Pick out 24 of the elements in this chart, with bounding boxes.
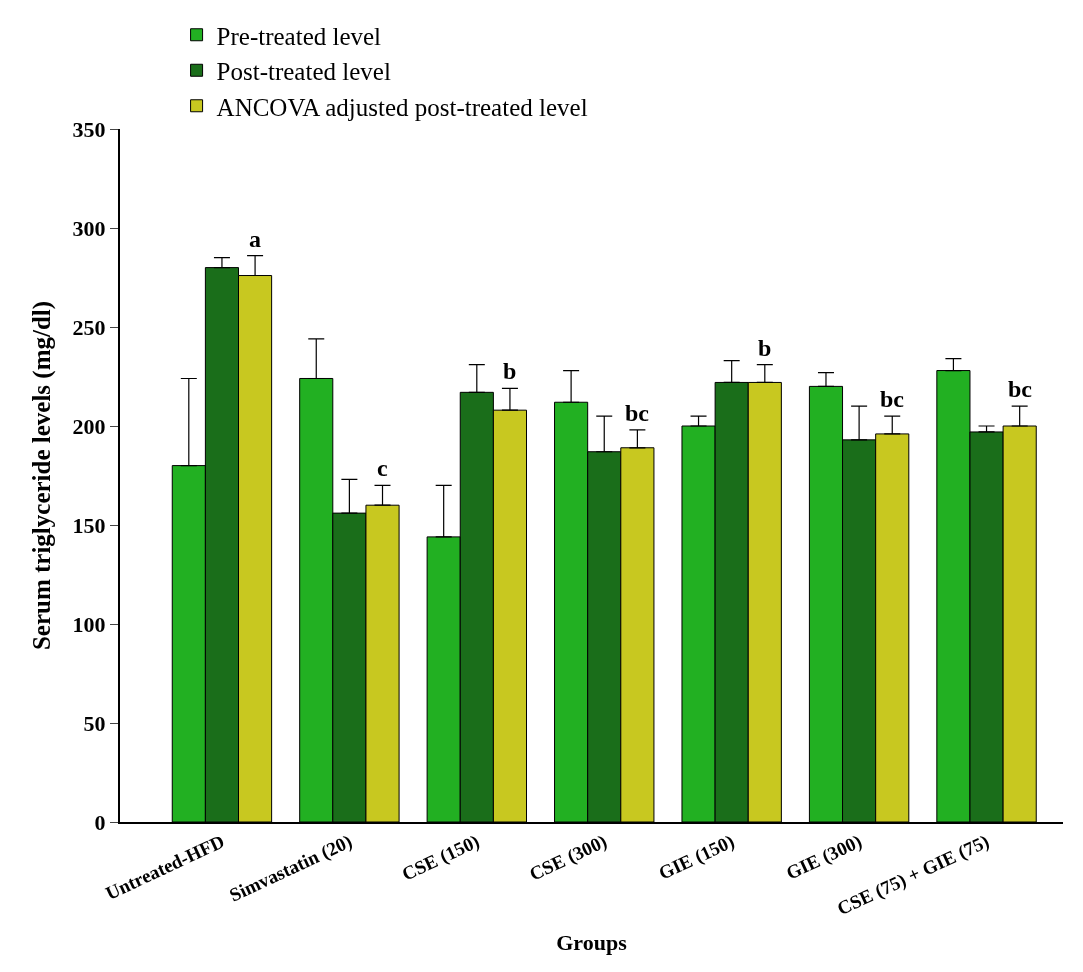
legend-label: ANCOVA adjusted post-treated level <box>216 93 588 121</box>
y-tick-label: 150 <box>72 512 106 538</box>
y-tick-label: 250 <box>72 314 106 340</box>
y-tick-label: 300 <box>72 215 106 241</box>
x-tick-label: CSE (300) <box>525 830 611 886</box>
annotation: a <box>249 226 261 252</box>
y-tick-label: 0 <box>94 809 106 835</box>
legend-label: Post-treated level <box>216 58 391 85</box>
annotation: bc <box>625 400 650 426</box>
y-tick-label: 200 <box>72 413 106 439</box>
x-axis-title: Groups <box>556 929 628 955</box>
annotation: c <box>377 455 388 481</box>
y-tick-label: 350 <box>72 116 106 142</box>
y-axis-title: Serum triglyceride levels (mg/dl) <box>27 300 56 651</box>
x-tick-label: CSE (150) <box>398 830 483 886</box>
x-tick-label: GIE (300) <box>782 830 866 885</box>
annotation: b <box>758 335 772 361</box>
y-tick-label: 50 <box>83 710 106 736</box>
legend-label: Pre-treated level <box>216 22 382 50</box>
annotation: bc <box>880 386 905 412</box>
annotation: bc <box>1008 376 1033 402</box>
annotation: b <box>503 358 517 384</box>
x-tick-label: GIE (150) <box>655 830 738 885</box>
y-tick-label: 100 <box>72 611 106 637</box>
